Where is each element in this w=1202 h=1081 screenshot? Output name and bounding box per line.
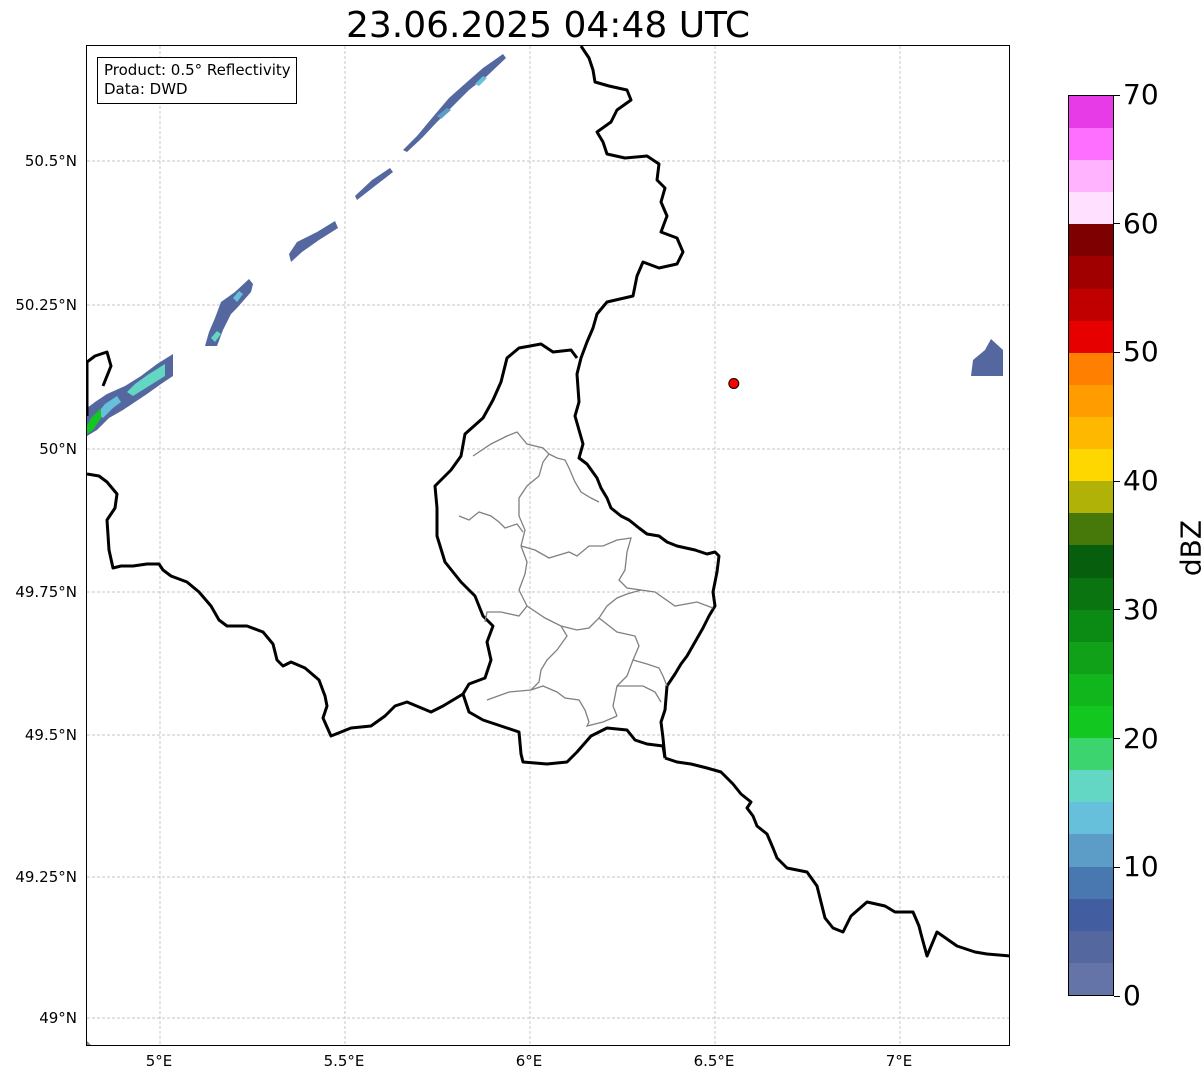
lon-label-5-5: 5.5°E (323, 1052, 365, 1070)
info-box: Product: 0.5° Reflectivity Data: DWD (97, 57, 297, 104)
colorbar-segment (1069, 320, 1113, 353)
colorbar-segment (1069, 641, 1113, 674)
lon-label-7: 7°E (885, 1052, 913, 1070)
colorbar-tick-label: 50 (1123, 335, 1159, 369)
product-label: Product: 0.5° Reflectivity (104, 61, 291, 79)
colorbar-segment (1069, 352, 1113, 385)
colorbar-tick (1114, 351, 1120, 353)
colorbar-segment (1069, 930, 1113, 963)
graticule (87, 46, 1009, 1045)
colorbar-segment (1069, 898, 1113, 931)
lat-label-49-75: 49.75°N (15, 583, 77, 601)
colorbar-segment (1069, 706, 1113, 739)
colorbar-segment (1069, 95, 1113, 129)
colorbar-segment (1069, 802, 1113, 835)
colorbar-segment (1069, 738, 1113, 771)
colorbar-segment (1069, 577, 1113, 610)
colorbar-segment (1069, 384, 1113, 418)
colorbar-tick (1114, 738, 1120, 740)
map-title: 23.06.2025 04:48 UTC (345, 5, 751, 46)
colorbar-tick-label: 40 (1123, 464, 1159, 498)
colorbar-tick-label: 70 (1123, 78, 1159, 111)
colorbar-tick (1114, 94, 1120, 96)
lon-label-6-5: 6.5°E (693, 1052, 735, 1070)
colorbar-tick-label: 10 (1123, 850, 1159, 884)
colorbar-tick (1114, 223, 1120, 225)
data-source-label: Data: DWD (104, 80, 188, 98)
colorbar-tick (1114, 609, 1120, 611)
colorbar-segment (1069, 128, 1113, 161)
district-boundaries (458, 431, 714, 727)
lat-label-49-5: 49.5°N (24, 726, 77, 744)
colorbar-segment (1069, 417, 1113, 450)
colorbar-segment (1069, 866, 1113, 899)
colorbar-tick-label: 60 (1123, 206, 1159, 240)
lon-label-6: 6°E (515, 1052, 543, 1070)
colorbar-segment (1069, 834, 1113, 867)
lat-label-50-25: 50.25°N (15, 296, 77, 314)
country-borders (87, 46, 1009, 958)
colorbar-segment (1069, 449, 1113, 482)
colorbar-tick (1114, 995, 1120, 997)
colorbar-tick-label: 20 (1123, 721, 1159, 755)
colorbar-segment (1069, 160, 1113, 193)
colorbar-segment (1069, 224, 1113, 257)
lon-label-5: 5°E (145, 1052, 173, 1070)
colorbar-segment (1069, 192, 1113, 225)
lat-label-50-5: 50.5°N (24, 152, 77, 170)
colorbar-label: dBZ (1174, 519, 1202, 577)
colorbar-segment (1069, 609, 1113, 642)
radar-echoes (87, 54, 1003, 1045)
lat-label-50: 50°N (39, 440, 77, 458)
colorbar-tick-label: 0 (1123, 979, 1141, 1012)
colorbar-segment (1069, 545, 1113, 578)
radar-site-marker (728, 378, 740, 389)
lat-label-49-25: 49.25°N (15, 868, 77, 886)
colorbar-segment (1069, 288, 1113, 321)
colorbar-segment (1069, 962, 1113, 995)
colorbar-segment (1069, 481, 1113, 514)
colorbar-tick-label: 30 (1123, 592, 1159, 626)
colorbar-segment (1069, 513, 1113, 546)
colorbar-segment (1069, 770, 1113, 803)
colorbar-tick (1114, 866, 1120, 868)
lat-label-49: 49°N (39, 1009, 77, 1027)
map-canvas (87, 46, 1009, 1045)
colorbar-tick (1114, 480, 1120, 482)
radar-map[interactable] (86, 45, 1010, 1046)
colorbar (1068, 95, 1114, 996)
colorbar-segment (1069, 673, 1113, 707)
colorbar-segment (1069, 256, 1113, 289)
